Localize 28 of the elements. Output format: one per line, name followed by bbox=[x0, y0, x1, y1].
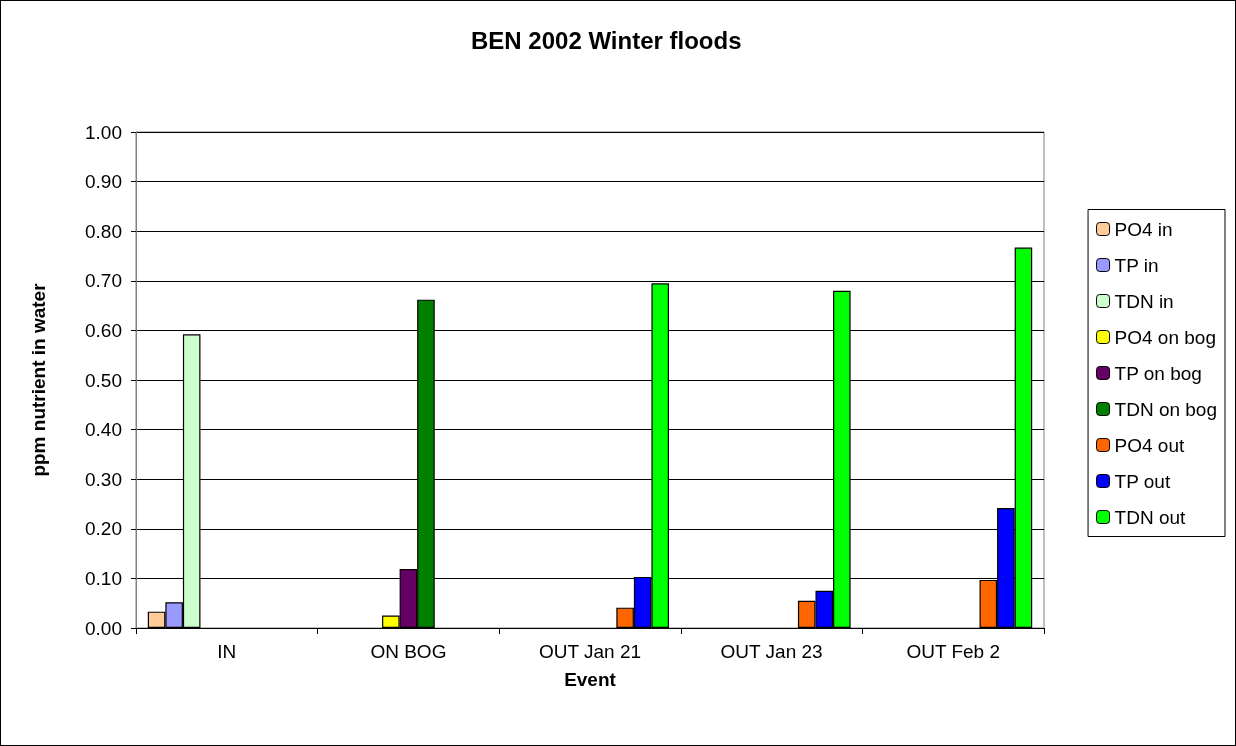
y-tick-label: 1.00 bbox=[85, 121, 122, 143]
chart-title: BEN 2002 Winter floods bbox=[471, 26, 742, 54]
legend-label: PO4 out bbox=[1114, 434, 1185, 456]
legend-label: PO4 in bbox=[1114, 218, 1173, 240]
y-axis-title: ppm nutrient in water bbox=[28, 282, 49, 477]
x-tick-label: OUT Feb 2 bbox=[906, 641, 1001, 662]
x-tick-label: OUT Jan 21 bbox=[538, 641, 642, 662]
legend-label: TDN in bbox=[1114, 290, 1174, 312]
y-tick-label: 0.10 bbox=[85, 567, 122, 589]
y-tick-label: 0.20 bbox=[85, 518, 122, 540]
y-tick-label: 0.30 bbox=[85, 468, 122, 490]
y-tick-label: 0.50 bbox=[85, 369, 122, 391]
y-tick-label: 0.80 bbox=[85, 220, 122, 242]
x-tick-label: OUT Jan 23 bbox=[720, 641, 823, 662]
legend-label: TP in bbox=[1114, 254, 1159, 276]
legend-label: PO4 on bog bbox=[1114, 326, 1216, 348]
y-tick-label: 0.70 bbox=[85, 270, 122, 292]
legend-label: TP out bbox=[1114, 470, 1171, 492]
y-tick-label: 0.60 bbox=[85, 319, 122, 341]
x-tick-label: ON BOG bbox=[370, 641, 447, 662]
y-tick-label: 0.90 bbox=[85, 171, 122, 193]
y-tick-label: 0.00 bbox=[85, 617, 122, 639]
x-axis-title: Event bbox=[564, 669, 617, 690]
legend-label: TDN out bbox=[1114, 506, 1187, 528]
legend-label: TDN on bog bbox=[1114, 398, 1218, 420]
x-tick-label: IN bbox=[217, 641, 237, 662]
y-tick-label: 0.40 bbox=[85, 419, 122, 441]
legend-label: TP on bog bbox=[1114, 362, 1202, 384]
